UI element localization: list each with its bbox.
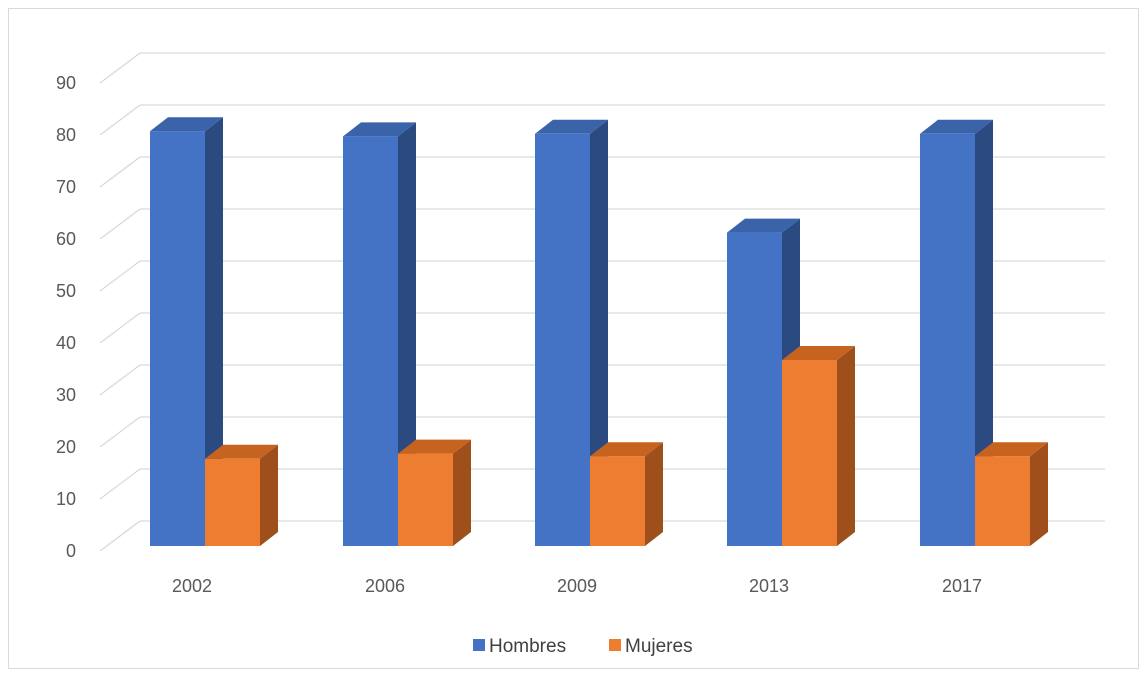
- bar-front: [920, 133, 975, 547]
- bar-front: [535, 133, 590, 547]
- bar-side: [590, 119, 608, 547]
- bar-top: [205, 444, 278, 459]
- y-axis: 0 10 20 30 40 50 60 70 80 90: [56, 73, 76, 561]
- bar-top: [590, 442, 663, 457]
- gridline-depth: [99, 520, 141, 552]
- gridline-depth: [99, 260, 141, 292]
- bar-side: [260, 444, 278, 546]
- bar-side: [398, 122, 416, 547]
- x-tick-label: 2009: [557, 576, 597, 596]
- legend-swatch-mujeres: [609, 639, 621, 651]
- x-tick-label: 2013: [749, 576, 789, 596]
- bar-side: [453, 439, 471, 546]
- bar-top: [535, 119, 608, 134]
- y-tick-label: 70: [56, 177, 76, 197]
- bar-top: [920, 119, 993, 134]
- bar-top: [343, 122, 416, 137]
- bar-side: [1030, 442, 1048, 546]
- gridline-depth: [99, 52, 141, 84]
- gridline-depth: [99, 364, 141, 396]
- bar-top: [727, 218, 800, 233]
- bar-hombres-2017: [920, 119, 993, 547]
- bar-front: [150, 131, 205, 546]
- y-tick-label: 40: [56, 333, 76, 353]
- bar-front: [727, 232, 782, 546]
- bar-mujeres-2017: [975, 442, 1048, 546]
- gridline-depth: [99, 104, 141, 136]
- bar-mujeres-2009: [590, 442, 663, 546]
- legend-label-hombres: Hombres: [489, 636, 566, 657]
- gridline-depth: [99, 156, 141, 188]
- bar-top: [398, 439, 471, 454]
- bar-top: [975, 442, 1048, 457]
- x-tick-label: 2006: [365, 576, 405, 596]
- legend-swatch-hombres: [473, 639, 485, 651]
- bar-front: [590, 456, 645, 546]
- bar-front: [343, 136, 398, 546]
- x-tick-label: 2002: [172, 576, 212, 596]
- bar-side: [975, 119, 993, 547]
- bar-front: [398, 453, 453, 546]
- y-tick-label: 60: [56, 229, 76, 249]
- bar-side: [837, 346, 855, 546]
- bar-front: [205, 458, 260, 546]
- bar-top: [782, 346, 855, 360]
- bar-mujeres-2006: [398, 439, 471, 546]
- legend-label-mujeres: Mujeres: [625, 636, 693, 657]
- y-tick-label: 30: [56, 385, 76, 405]
- bar-hombres-2009: [535, 119, 608, 547]
- y-tick-label: 20: [56, 437, 76, 457]
- bar-side: [645, 442, 663, 546]
- gridline-depth: [99, 416, 141, 448]
- bar-mujeres-2013: [782, 346, 855, 546]
- bar-front: [975, 456, 1030, 546]
- bar-hombres-2002: [150, 117, 223, 546]
- y-tick-label: 0: [66, 541, 76, 561]
- gridline-depth: [99, 312, 141, 344]
- bar-hombres-2006: [343, 122, 416, 547]
- y-tick-label: 50: [56, 281, 76, 301]
- bar-mujeres-2002: [205, 444, 278, 546]
- x-tick-label: 2017: [942, 576, 982, 596]
- gridline-depth: [99, 208, 141, 240]
- y-tick-label: 10: [56, 489, 76, 509]
- bar-side: [205, 117, 223, 546]
- bar-top: [150, 117, 223, 132]
- x-axis: 2002 2006 2009 2013 2017: [172, 576, 982, 596]
- gridline-depth: [99, 468, 141, 500]
- legend: Hombres Mujeres: [473, 636, 693, 657]
- bar-front: [782, 360, 837, 546]
- bars-layer: [150, 117, 1048, 547]
- y-tick-label: 90: [56, 73, 76, 93]
- y-tick-label: 80: [56, 125, 76, 145]
